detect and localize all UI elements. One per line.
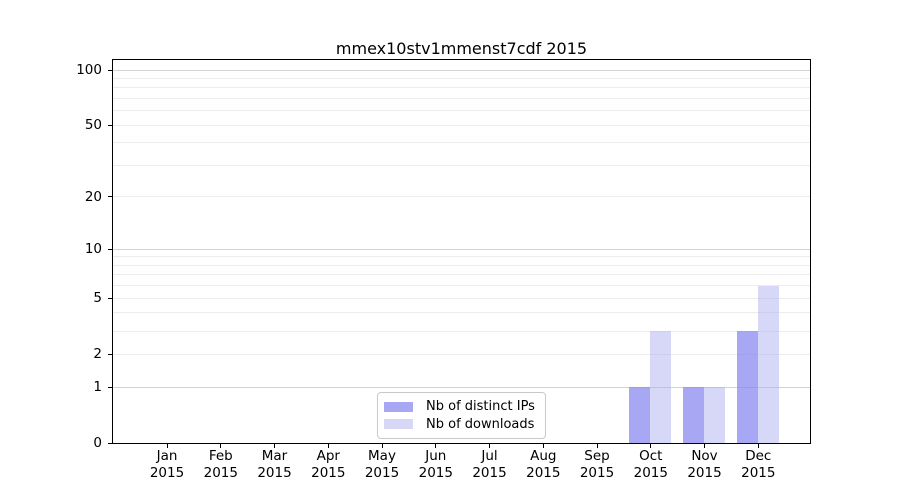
x-tick-mark <box>327 444 329 448</box>
bar-downloads <box>704 387 725 443</box>
y-tick-mark <box>108 248 113 250</box>
gridline-minor <box>113 196 810 198</box>
x-tick-mark <box>274 444 275 448</box>
plot-area: Nb of distinct IPs Nb of downloads <box>112 59 811 444</box>
gridline-minor <box>113 256 810 258</box>
legend-swatch-downloads <box>384 419 413 430</box>
gridline-minor <box>113 124 810 126</box>
gridline-minor <box>113 165 810 166</box>
y-tick-mark <box>108 386 113 388</box>
gridline-minor <box>113 297 810 299</box>
y-tick-mark <box>108 124 113 126</box>
bar-distinct-ips <box>683 387 704 443</box>
gridline-major <box>113 69 810 71</box>
x-tick-mark <box>381 444 383 448</box>
x-tick-label: Feb 2015 <box>203 448 238 481</box>
gridline-minor <box>113 353 810 355</box>
bar-downloads <box>757 285 779 443</box>
y-tick-mark <box>108 297 113 299</box>
x-tick-label: Dec 2015 <box>741 448 776 481</box>
y-tick-mark <box>108 442 113 444</box>
x-tick-mark <box>489 444 490 448</box>
x-tick-label: Sep 2015 <box>579 448 615 481</box>
y-tick-label: 50 <box>84 117 102 134</box>
y-tick-label: 2 <box>93 346 102 363</box>
x-tick-label: Jan 2015 <box>149 448 185 481</box>
x-tick-mark <box>596 444 598 448</box>
legend-label: Nb of downloads <box>426 416 535 432</box>
gridline-minor <box>113 77 810 79</box>
y-tick-label: 5 <box>93 290 102 307</box>
x-tick-mark <box>542 444 544 448</box>
x-tick-label: May 2015 <box>364 448 400 481</box>
x-tick-mark <box>757 444 759 448</box>
y-tick-label: 10 <box>84 241 102 258</box>
y-tick-label: 1 <box>93 379 102 395</box>
x-tick-label: Apr 2015 <box>311 448 346 481</box>
y-tick-mark <box>108 353 113 355</box>
legend-entry: Nb of downloads <box>384 416 535 434</box>
y-tick-label: 0 <box>93 435 102 451</box>
gridline-major <box>113 386 810 388</box>
gridline-minor <box>113 110 810 112</box>
bar-distinct-ips <box>736 331 758 443</box>
x-tick-label: Jun 2015 <box>418 448 453 481</box>
y-tick-label: 20 <box>84 188 102 205</box>
gridline-minor <box>113 330 810 332</box>
x-tick-mark <box>220 444 222 448</box>
x-tick-mark <box>650 444 652 448</box>
x-tick-label: Oct 2015 <box>633 448 668 481</box>
gridline-minor <box>113 264 810 266</box>
legend-entry: Nb of distinct IPs <box>384 398 535 416</box>
gridline-minor <box>113 98 810 99</box>
y-tick-label: 100 <box>76 62 102 78</box>
gridline-minor <box>113 312 810 314</box>
x-tick-mark <box>166 444 168 448</box>
x-tick-label: Jul 2015 <box>472 448 507 481</box>
gridline-minor <box>113 142 810 144</box>
x-tick-label: Nov 2015 <box>687 448 722 481</box>
x-tick-mark <box>704 444 705 448</box>
chart-title: mmex10stv1mmenst7cdf 2015 <box>335 39 588 58</box>
legend-swatch-distinct-ips <box>384 401 413 412</box>
x-tick-label: Aug 2015 <box>526 448 561 481</box>
bar-distinct-ips <box>629 387 651 443</box>
x-tick-label: Mar 2015 <box>257 448 292 481</box>
x-tick-mark <box>435 444 437 448</box>
gridline-minor <box>113 87 810 89</box>
gridline-major <box>113 248 810 250</box>
gridline-minor <box>113 285 810 287</box>
legend-label: Nb of distinct IPs <box>426 399 535 415</box>
gridline-minor <box>113 274 810 276</box>
bar-downloads <box>650 331 672 443</box>
y-tick-mark <box>108 196 113 198</box>
y-tick-mark <box>108 69 113 71</box>
legend: Nb of distinct IPs Nb of downloads <box>377 392 546 439</box>
